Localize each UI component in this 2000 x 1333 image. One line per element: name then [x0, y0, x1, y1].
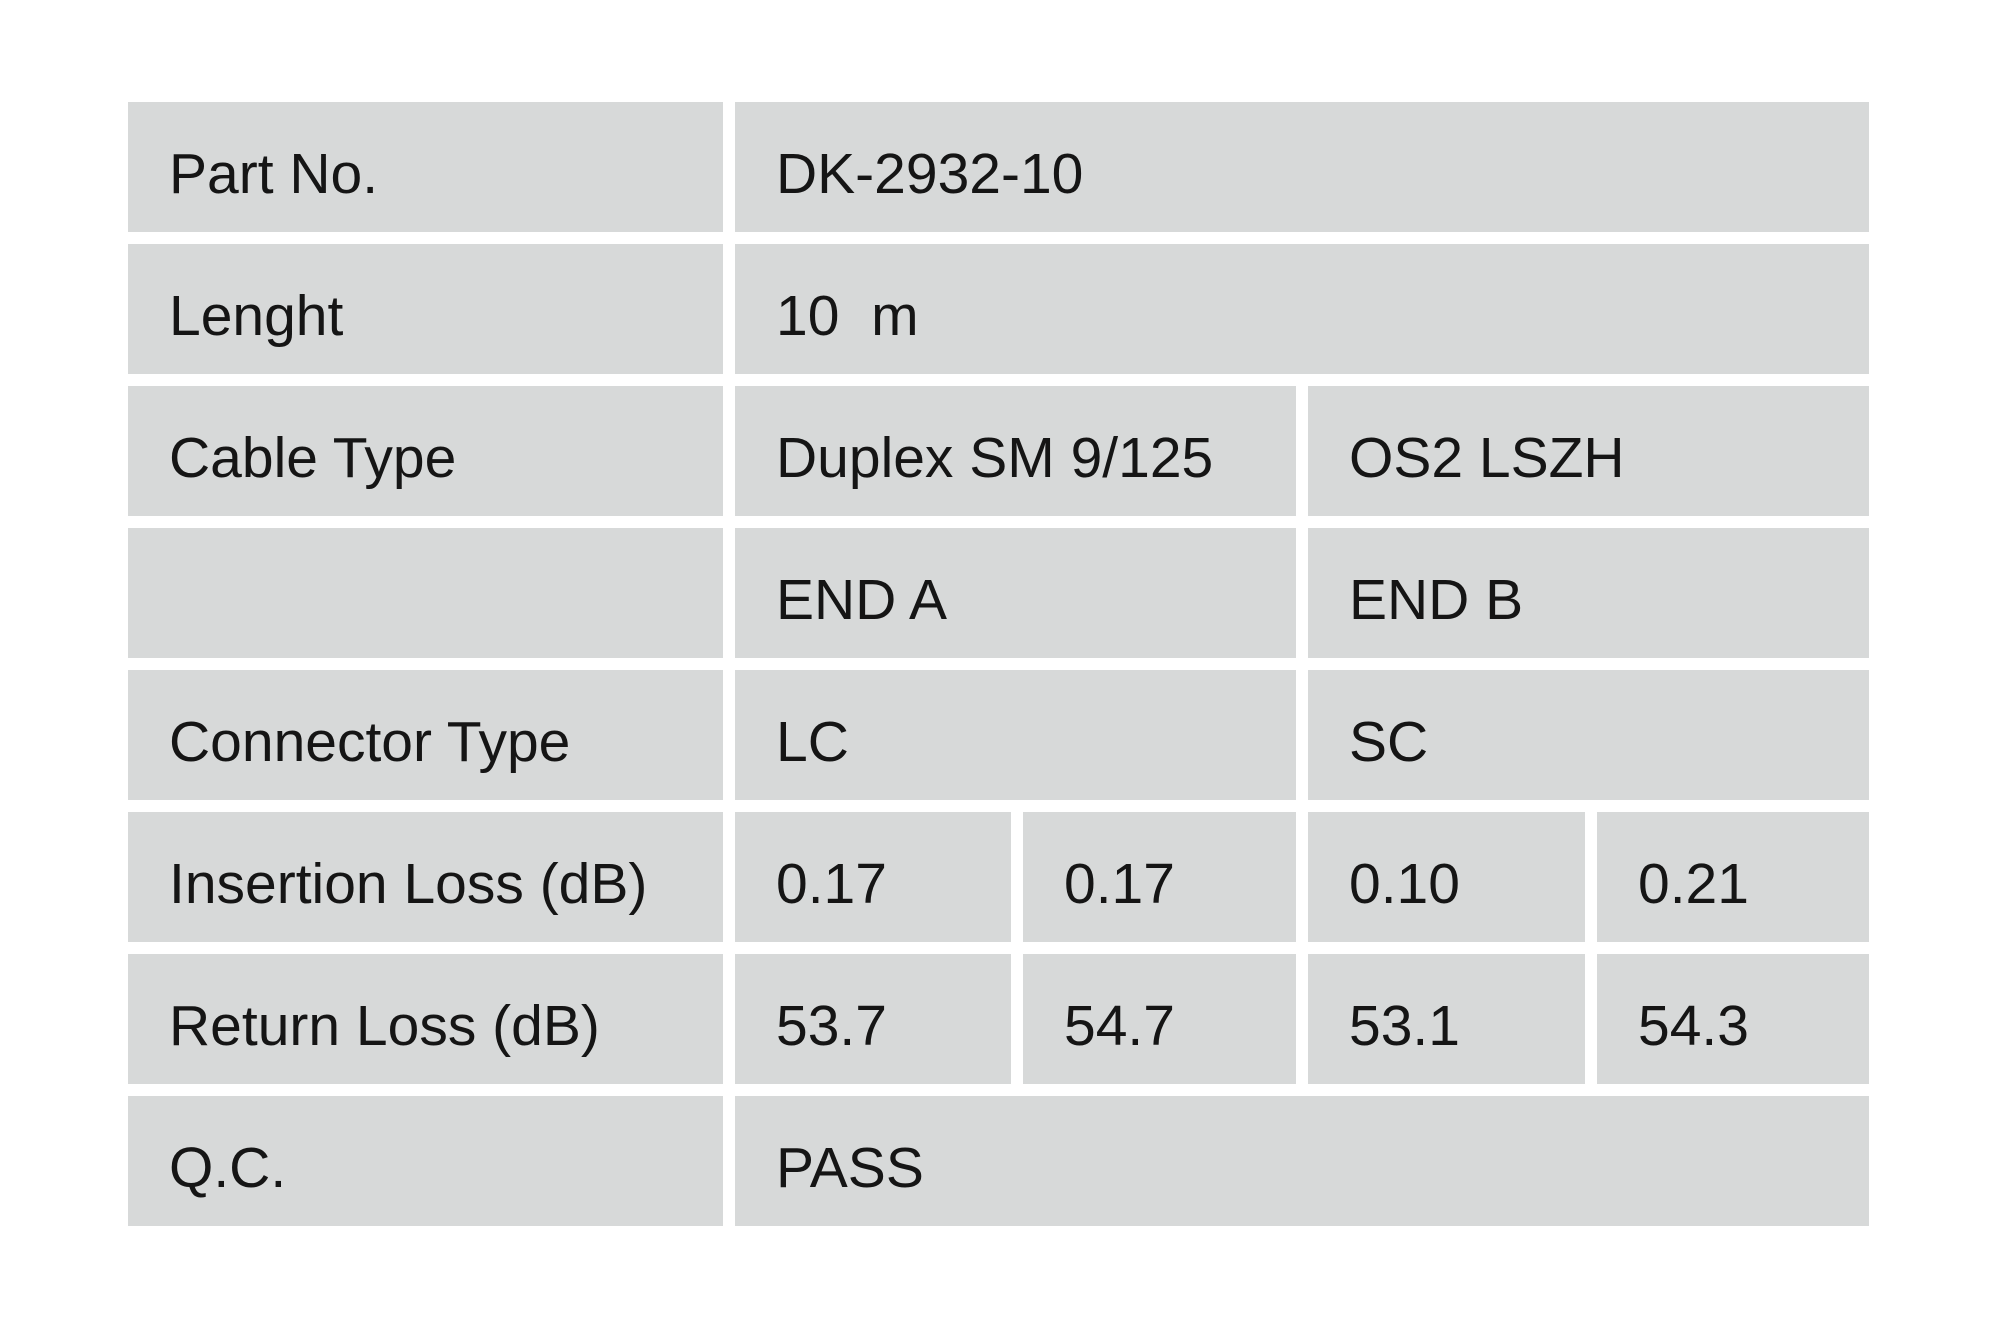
part-no-label-cell: Part No.: [128, 102, 723, 232]
return-loss-a2: 54.7: [1064, 994, 1175, 1058]
insertion-loss-label: Insertion Loss (dB): [169, 852, 648, 916]
cable-type-label-cell: Cable Type: [128, 386, 723, 516]
connector-type-label-cell: Connector Type: [128, 670, 723, 800]
connector-end-b: SC: [1349, 710, 1429, 774]
connector-end-b-cell: SC: [1308, 670, 1869, 800]
insertion-loss-b2-cell: 0.21: [1597, 812, 1869, 942]
cable-type-label: Cable Type: [169, 426, 457, 490]
part-no-label: Part No.: [169, 142, 379, 206]
insertion-loss-label-cell: Insertion Loss (dB): [128, 812, 723, 942]
insertion-loss-b2: 0.21: [1638, 852, 1749, 916]
cable-jacket-value: OS2 LSZH: [1349, 426, 1625, 490]
length-value-cell: 10 m: [735, 244, 1869, 374]
insertion-loss-b1-cell: 0.10: [1308, 812, 1585, 942]
end-b-header: END B: [1349, 568, 1524, 632]
insertion-loss-a1-cell: 0.17: [735, 812, 1011, 942]
qc-value-cell: PASS: [735, 1096, 1869, 1226]
return-loss-a1: 53.7: [776, 994, 887, 1058]
length-label: Lenght: [169, 284, 344, 348]
connector-end-a-cell: LC: [735, 670, 1296, 800]
qc-label-cell: Q.C.: [128, 1096, 723, 1226]
return-loss-b1: 53.1: [1349, 994, 1460, 1058]
length-value: 10 m: [776, 284, 919, 348]
return-loss-b2-cell: 54.3: [1597, 954, 1869, 1084]
return-loss-b2: 54.3: [1638, 994, 1749, 1058]
length-label-cell: Lenght: [128, 244, 723, 374]
part-no-value-cell: DK-2932-10: [735, 102, 1869, 232]
insertion-loss-a2: 0.17: [1064, 852, 1175, 916]
part-no-value: DK-2932-10: [776, 142, 1084, 206]
return-loss-a2-cell: 54.7: [1023, 954, 1296, 1084]
return-loss-a1-cell: 53.7: [735, 954, 1011, 1084]
end-a-header: END A: [776, 568, 948, 632]
insertion-loss-a1: 0.17: [776, 852, 887, 916]
insertion-loss-b1: 0.10: [1349, 852, 1460, 916]
qc-value: PASS: [776, 1136, 924, 1200]
qc-label: Q.C.: [169, 1136, 287, 1200]
connector-end-a: LC: [776, 710, 849, 774]
cable-type-value-cell: Duplex SM 9/125: [735, 386, 1296, 516]
return-loss-label-cell: Return Loss (dB): [128, 954, 723, 1084]
cable-type-value: Duplex SM 9/125: [776, 426, 1214, 490]
end-b-header-cell: END B: [1308, 528, 1869, 658]
return-loss-b1-cell: 53.1: [1308, 954, 1585, 1084]
cable-jacket-value-cell: OS2 LSZH: [1308, 386, 1869, 516]
end-a-header-cell: END A: [735, 528, 1296, 658]
spec-table: Part No. DK-2932-10 Lenght 10 m Cable Ty…: [128, 102, 1869, 1226]
connector-type-label: Connector Type: [169, 710, 571, 774]
return-loss-label: Return Loss (dB): [169, 994, 600, 1058]
ends-header-empty-cell: [128, 528, 723, 658]
insertion-loss-a2-cell: 0.17: [1023, 812, 1296, 942]
